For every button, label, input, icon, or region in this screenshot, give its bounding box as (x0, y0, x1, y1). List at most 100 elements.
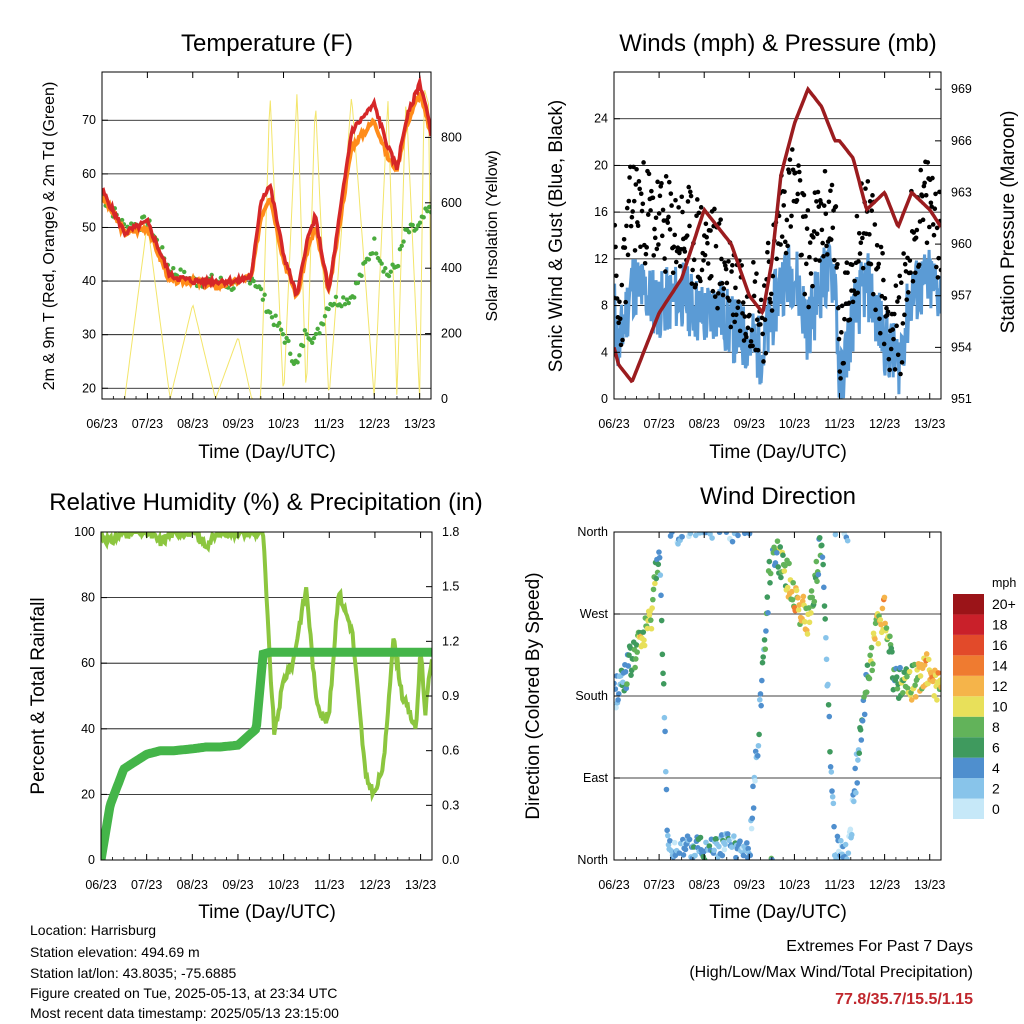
temperature-ylabel: 2m & 9m T (Red, Orange) & 2m Td (Green) (41, 82, 58, 391)
wind-gust-point (749, 327, 755, 333)
direction-point (647, 617, 654, 623)
colorbar-label: 12 (992, 678, 1008, 694)
wind-gust-point (838, 376, 843, 381)
wind-gust-point (642, 260, 648, 266)
y-tick-label: 0 (601, 392, 608, 406)
wind-gust-point (710, 288, 716, 294)
wind-gust-point (832, 257, 837, 263)
wind-gust-point (914, 227, 920, 233)
wind-gust-point (657, 193, 663, 199)
wind-gust-point (758, 322, 763, 327)
direction-point (614, 686, 619, 692)
x-tick-label: 11/23 (314, 878, 344, 892)
wind-gust-point (849, 262, 855, 268)
wind-gust-point (930, 175, 935, 181)
wind-gust-point (770, 273, 776, 279)
direction-point (723, 532, 730, 535)
direction-point (937, 677, 941, 683)
direction-point (935, 670, 941, 676)
dewpoint-point (355, 280, 361, 286)
direction-point (760, 654, 766, 660)
wind-gust-point (716, 291, 721, 296)
colorbar-swatch (953, 696, 984, 717)
wind-gust-point (877, 330, 883, 336)
colorbar-label: 8 (992, 719, 1000, 735)
dewpoint-point (297, 353, 302, 358)
wind-gust-point (616, 320, 621, 326)
wind-gust-point (934, 225, 940, 231)
dewpoint-point (231, 286, 236, 291)
wind-gust-point (842, 316, 847, 322)
dewpoint-point (326, 306, 331, 312)
wind-gust-point (907, 258, 913, 263)
direction-point (786, 560, 792, 567)
wind-gust-point (653, 215, 659, 221)
wind-gust-point (839, 303, 845, 309)
direction-point (842, 841, 849, 848)
dewpoint-point (381, 269, 386, 274)
wind-gust-point (895, 352, 901, 358)
dewpoint-point (352, 295, 357, 300)
colorbar-label: 16 (992, 637, 1008, 653)
wind-gust-point (891, 311, 897, 317)
direction-point (713, 836, 719, 842)
wind-gust-point (638, 244, 643, 250)
wind-gust-point (876, 261, 882, 267)
direction-point (904, 685, 911, 691)
wind-gust-point (896, 295, 902, 300)
y2-tick-label: 800 (441, 130, 462, 144)
direction-point (870, 661, 876, 667)
colorbar-swatch (953, 716, 984, 738)
wind-gust-point (614, 222, 618, 228)
direction-point (777, 544, 784, 550)
direction-point (726, 837, 732, 844)
wind-gust-point (719, 256, 724, 262)
colorbar-label: 2 (992, 780, 1000, 796)
dewpoint-point (399, 243, 404, 249)
direction-point (614, 704, 619, 711)
direction-point (857, 727, 864, 733)
wind-gust-point (779, 234, 785, 239)
wind-gust-point (833, 204, 839, 209)
direction-point (664, 827, 670, 834)
wind-gust-point (637, 186, 642, 192)
y2-tick-label: 960 (951, 237, 972, 251)
y-tick-label: 60 (81, 656, 95, 670)
wind-gust-point (860, 235, 865, 241)
wind-gust-point (684, 233, 690, 238)
wind-gust-point (908, 270, 913, 275)
wind-gust-point (648, 208, 653, 213)
wind-gust-point (698, 278, 703, 284)
direction-point (938, 684, 941, 691)
direction-point (762, 646, 769, 652)
wind-gust-point (708, 228, 713, 233)
wind-gust-point (671, 244, 677, 250)
wind-gust-point (677, 250, 682, 256)
wind-gust-point (797, 178, 803, 183)
temperature-plot-frame (101, 71, 432, 400)
temp-2m-series (102, 74, 431, 298)
direction-point (906, 668, 913, 675)
x-tick-label: 09/23 (222, 878, 253, 892)
wind-gust-point (932, 206, 938, 212)
wind-gust-point (698, 205, 704, 210)
y-tick-label: 40 (82, 274, 96, 288)
direction-point (774, 549, 780, 556)
wind-speed-series (614, 239, 941, 399)
x-tick-label: 07/23 (131, 878, 162, 892)
dewpoint-point (346, 300, 351, 306)
x-tick-label: 08/23 (177, 417, 208, 431)
dewpoint-point (260, 297, 266, 302)
direction-point (894, 685, 901, 692)
wind-gust-point (761, 283, 767, 288)
wind-gust-point (828, 188, 833, 194)
direction-point (622, 668, 629, 675)
direction-point (917, 673, 924, 679)
wind-gust-point (709, 273, 714, 279)
direction-point (897, 664, 903, 671)
wind-gust-point (847, 317, 853, 323)
wind-gust-point (614, 244, 618, 250)
wind-gust-point (872, 222, 878, 227)
y-tick-label: South (575, 689, 608, 703)
wind-gust-point (804, 226, 810, 231)
